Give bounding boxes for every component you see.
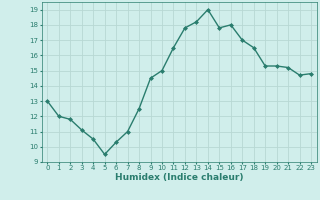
- X-axis label: Humidex (Indice chaleur): Humidex (Indice chaleur): [115, 173, 244, 182]
